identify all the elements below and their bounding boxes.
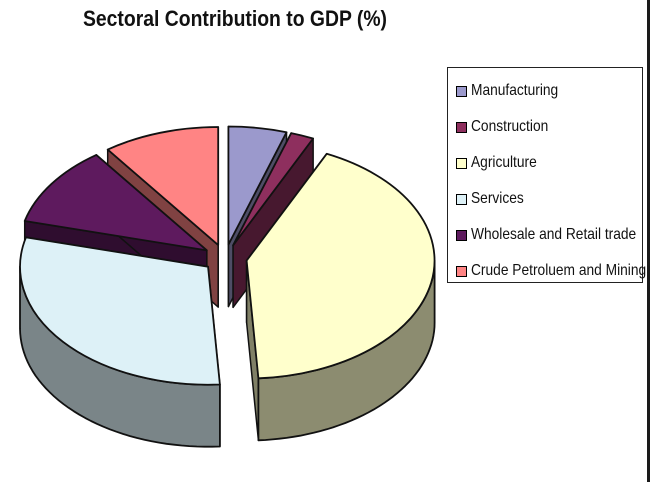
legend-label-construction: Construction [471, 118, 549, 135]
legend-swatch-manufacturing [456, 85, 467, 97]
legend-item-wholesale-retail: Wholesale and Retail trade [456, 217, 642, 253]
chart-title: Sectoral Contribution to GDP (%) [82, 6, 388, 31]
legend-swatch-agriculture [456, 157, 467, 169]
legend-label-wholesale-retail: Wholesale and Retail trade [471, 226, 637, 243]
legend-swatch-services [456, 193, 467, 205]
legend-item-manufacturing: Manufacturing [456, 73, 642, 109]
legend-item-agriculture: Agriculture [456, 145, 642, 181]
legend-label-services: Services [471, 190, 524, 207]
legend-swatch-wholesale-retail [456, 229, 467, 241]
legend-item-services: Services [456, 181, 642, 217]
legend: Manufacturing Construction Agriculture S… [447, 67, 646, 283]
legend-label-manufacturing: Manufacturing [471, 82, 559, 99]
legend-swatch-crude-petroleum-mining [456, 265, 467, 277]
legend-item-construction: Construction [456, 109, 642, 145]
legend-item-crude-petroleum-mining: Crude Petroluem and Mining [456, 253, 646, 289]
legend-label-agriculture: Agriculture [471, 154, 537, 171]
pie-slice-services [19, 236, 221, 448]
legend-swatch-construction [456, 121, 467, 133]
pie-slice-agriculture [245, 152, 436, 442]
legend-label-crude-petroleum-mining: Crude Petroluem and Mining [471, 262, 647, 279]
window-edge [647, 0, 650, 482]
